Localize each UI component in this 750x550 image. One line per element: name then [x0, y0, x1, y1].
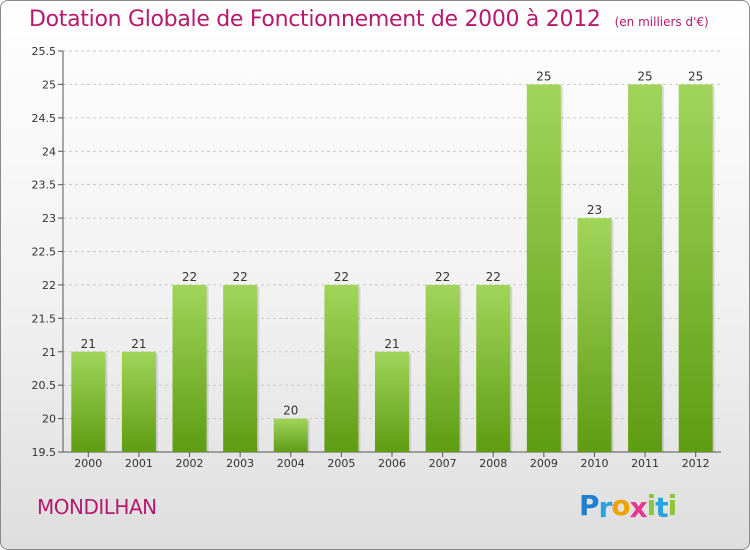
bars: 21 21 22 22 20 22 21 22 22 25 23 25 25	[71, 69, 715, 453]
bar	[121, 351, 156, 452]
data-label: 22	[334, 270, 349, 284]
data-label: 22	[486, 270, 501, 284]
bar	[223, 284, 258, 452]
x-tick-label: 2006	[378, 457, 406, 470]
x-tick-label: 2005	[327, 457, 355, 470]
y-tick-label: 25	[42, 78, 56, 91]
bar	[71, 351, 106, 452]
bar	[324, 284, 359, 452]
y-tick-label: 24	[42, 145, 56, 158]
y-tick-label: 23.5	[32, 179, 57, 192]
data-label: 25	[688, 69, 703, 83]
bar	[526, 84, 561, 453]
data-label: 21	[384, 337, 399, 351]
data-label: 22	[182, 270, 197, 284]
bar	[273, 418, 308, 452]
data-label: 21	[131, 337, 146, 351]
y-tick-label: 20	[42, 413, 56, 426]
y-tick-label: 19.5	[32, 446, 57, 459]
x-tick-label: 2012	[682, 457, 710, 470]
data-label: 25	[536, 69, 551, 83]
chart-title: Dotation Globale de Fonctionnement de 20…	[29, 7, 709, 32]
y-tick-label: 22.5	[32, 246, 57, 259]
y-tick-label: 20.5	[32, 379, 57, 392]
y-tick-label: 22	[42, 279, 56, 292]
bar	[577, 218, 612, 452]
y-tick-label: 23	[42, 212, 56, 225]
x-tick-labels: 2000 2001 2002 2003 2004 2005 2006 2007 2008 2009…	[74, 457, 709, 470]
logo-letter: i	[667, 489, 678, 522]
x-tick-label: 2001	[125, 457, 153, 470]
data-label: 25	[637, 69, 652, 83]
logo-letter: o	[611, 489, 630, 522]
y-tick-label: 21.5	[32, 312, 57, 325]
y-tick-label: 25.5	[32, 45, 57, 58]
commune-name: MONDILHAN	[37, 495, 157, 519]
data-label: 22	[233, 270, 248, 284]
data-label: 20	[283, 404, 298, 418]
logo-letter: P	[579, 489, 600, 522]
bar	[172, 284, 207, 452]
x-tick-label: 2010	[580, 457, 608, 470]
x-tick-label: 2002	[176, 457, 204, 470]
logo-letter: r	[598, 491, 613, 524]
logo-letter: i	[646, 489, 657, 522]
y-tick-labels: 19.5 20 20.5 21 21.5 22 22.5 23 23.5 24 24.5 25 25.5	[32, 45, 57, 459]
unit-label: (en milliers d'€)	[614, 15, 709, 29]
data-label: 22	[435, 270, 450, 284]
proxiti-logo: Proxiti	[579, 489, 678, 524]
bar	[425, 284, 460, 452]
y-tick-label: 24.5	[32, 112, 57, 125]
x-tick-label: 2007	[429, 457, 457, 470]
logo-letter: x	[629, 491, 648, 524]
x-tick-label: 2011	[631, 457, 659, 470]
x-tick-label: 2004	[277, 457, 305, 470]
data-label: 21	[81, 337, 96, 351]
x-tick-label: 2009	[530, 457, 558, 470]
data-label: 23	[587, 203, 602, 217]
bar	[375, 351, 409, 452]
x-tick-label: 2008	[479, 457, 507, 470]
bar	[678, 84, 713, 453]
x-tick-label: 2000	[74, 457, 102, 470]
x-tick-label: 2003	[226, 457, 254, 470]
logo-letter: t	[655, 491, 668, 524]
y-tick-label: 21	[42, 346, 56, 359]
bar	[476, 284, 511, 452]
bar	[628, 84, 663, 453]
